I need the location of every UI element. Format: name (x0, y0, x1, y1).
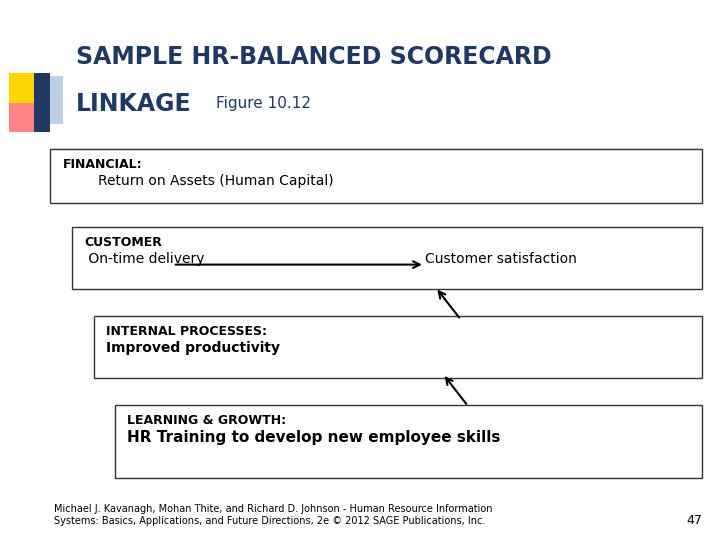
Text: LEARNING & GROWTH:: LEARNING & GROWTH: (127, 414, 287, 427)
Bar (9, 73, 44, 103)
FancyBboxPatch shape (94, 316, 702, 378)
Text: Michael J. Kavanagh, Mohan Thite, and Richard D. Johnson - Human Resource Inform: Michael J. Kavanagh, Mohan Thite, and Ri… (54, 504, 492, 526)
Text: INTERNAL PROCESSES:: INTERNAL PROCESSES: (106, 325, 267, 338)
Text: Customer satisfaction: Customer satisfaction (425, 252, 577, 266)
Text: 47: 47 (686, 514, 702, 526)
Bar (9, 101, 37, 132)
Text: CUSTOMER: CUSTOMER (84, 236, 162, 249)
Text: SAMPLE HR-BALANCED SCORECARD: SAMPLE HR-BALANCED SCORECARD (76, 45, 552, 69)
Text: LINKAGE: LINKAGE (76, 92, 192, 116)
Text: Improved productivity: Improved productivity (106, 341, 280, 355)
Bar (34, 73, 50, 132)
Text: Figure 10.12: Figure 10.12 (216, 96, 311, 111)
FancyBboxPatch shape (115, 405, 702, 478)
Text: On-time delivery: On-time delivery (84, 252, 204, 266)
Text: Return on Assets (Human Capital): Return on Assets (Human Capital) (63, 174, 333, 188)
Text: HR Training to develop new employee skills: HR Training to develop new employee skil… (127, 430, 501, 445)
FancyBboxPatch shape (50, 148, 702, 202)
Bar (43, 76, 63, 124)
Text: FINANCIAL:: FINANCIAL: (63, 158, 143, 171)
FancyBboxPatch shape (72, 227, 702, 289)
